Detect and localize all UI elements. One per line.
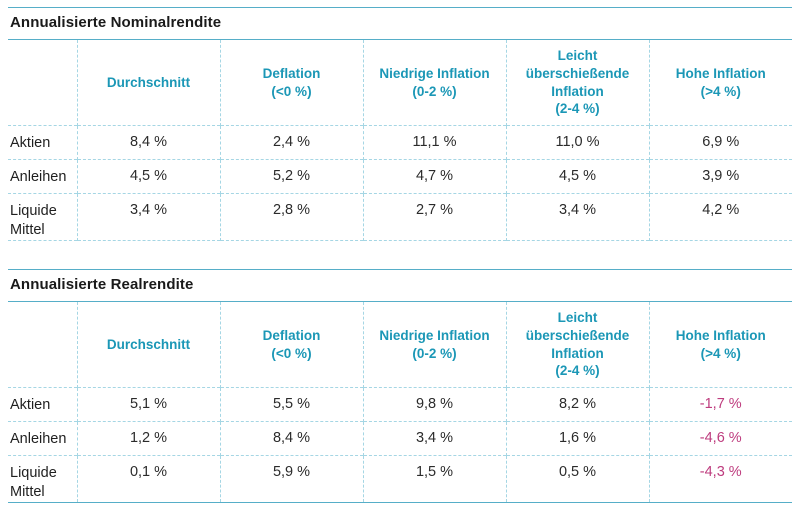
table-row-anleihen: Anleihen 4,5 % 5,2 % 4,7 % 4,5 % 3,9 % [8, 159, 792, 194]
real-returns-table: Durchschnitt Deflation (<0 %) Niedrige I… [8, 301, 792, 503]
value-cell: -4,3 % [648, 455, 792, 503]
value-cell: 6,9 % [648, 125, 792, 160]
header-row: Durchschnitt Deflation (<0 %) Niedrige I… [8, 39, 792, 126]
value-cell: 5,5 % [219, 387, 363, 422]
nominal-returns-section: Annualisierte Nominalrendite Durchschnit… [8, 7, 792, 241]
column-header-durchschnitt: Durchschnitt [76, 301, 220, 388]
value-cell: 2,7 % [362, 193, 506, 241]
table-row-liquide-mittel: Liquide Mittel 0,1 % 5,9 % 1,5 % 0,5 % -… [8, 455, 792, 503]
column-header-hohe-inflation: Hohe Inflation (>4 %) [648, 39, 792, 126]
value-cell: 5,2 % [219, 159, 363, 194]
value-cell: 0,5 % [505, 455, 649, 503]
table-row-liquide-mittel: Liquide Mittel 3,4 % 2,8 % 2,7 % 3,4 % 4… [8, 193, 792, 241]
column-header-deflation: Deflation (<0 %) [219, 301, 363, 388]
value-cell: 1,6 % [505, 421, 649, 456]
value-cell: 8,2 % [505, 387, 649, 422]
value-cell: -4,6 % [648, 421, 792, 456]
real-table-title: Annualisierte Realrendite [10, 276, 194, 293]
value-cell: 1,2 % [76, 421, 220, 456]
row-label: Aktien [8, 125, 77, 160]
value-cell: 4,5 % [76, 159, 220, 194]
value-cell: 4,7 % [362, 159, 506, 194]
column-header-ueberschiessende-inflation: Leicht überschießende Inflation (2-4 %) [505, 301, 649, 388]
table-row-aktien: Aktien 8,4 % 2,4 % 11,1 % 11,0 % 6,9 % [8, 125, 792, 160]
column-header-deflation: Deflation (<0 %) [219, 39, 363, 126]
value-cell: 11,0 % [505, 125, 649, 160]
value-cell: 5,9 % [219, 455, 363, 503]
empty-corner-cell [8, 302, 77, 388]
row-label: Anleihen [8, 421, 77, 456]
real-returns-section: Annualisierte Realrendite Durchschnitt D… [8, 269, 792, 503]
value-cell: 4,5 % [505, 159, 649, 194]
value-cell: 11,1 % [362, 125, 506, 160]
column-header-hohe-inflation: Hohe Inflation (>4 %) [648, 301, 792, 388]
table-row-anleihen: Anleihen 1,2 % 8,4 % 3,4 % 1,6 % -4,6 % [8, 421, 792, 456]
value-cell: 3,4 % [76, 193, 220, 241]
row-label: Aktien [8, 387, 77, 422]
row-label: Liquide Mittel [8, 193, 77, 241]
column-header-ueberschiessende-inflation: Leicht überschießende Inflation (2-4 %) [505, 39, 649, 126]
value-cell: -1,7 % [648, 387, 792, 422]
value-cell: 2,8 % [219, 193, 363, 241]
row-label: Liquide Mittel [8, 455, 77, 503]
value-cell: 3,4 % [505, 193, 649, 241]
value-cell: 3,4 % [362, 421, 506, 456]
empty-corner-cell [8, 40, 77, 126]
nominal-table-title: Annualisierte Nominalrendite [10, 14, 222, 31]
value-cell: 8,4 % [76, 125, 220, 160]
column-header-niedrige-inflation: Niedrige Inflation (0-2 %) [362, 39, 506, 126]
value-cell: 3,9 % [648, 159, 792, 194]
value-cell: 2,4 % [219, 125, 363, 160]
value-cell: 0,1 % [76, 455, 220, 503]
row-label: Anleihen [8, 159, 77, 194]
nominal-returns-table: Durchschnitt Deflation (<0 %) Niedrige I… [8, 39, 792, 241]
value-cell: 8,4 % [219, 421, 363, 456]
column-header-durchschnitt: Durchschnitt [76, 39, 220, 126]
value-cell: 1,5 % [362, 455, 506, 503]
table-row-aktien: Aktien 5,1 % 5,5 % 9,8 % 8,2 % -1,7 % [8, 387, 792, 422]
value-cell: 9,8 % [362, 387, 506, 422]
header-row: Durchschnitt Deflation (<0 %) Niedrige I… [8, 301, 792, 388]
value-cell: 5,1 % [76, 387, 220, 422]
column-header-niedrige-inflation: Niedrige Inflation (0-2 %) [362, 301, 506, 388]
value-cell: 4,2 % [648, 193, 792, 241]
